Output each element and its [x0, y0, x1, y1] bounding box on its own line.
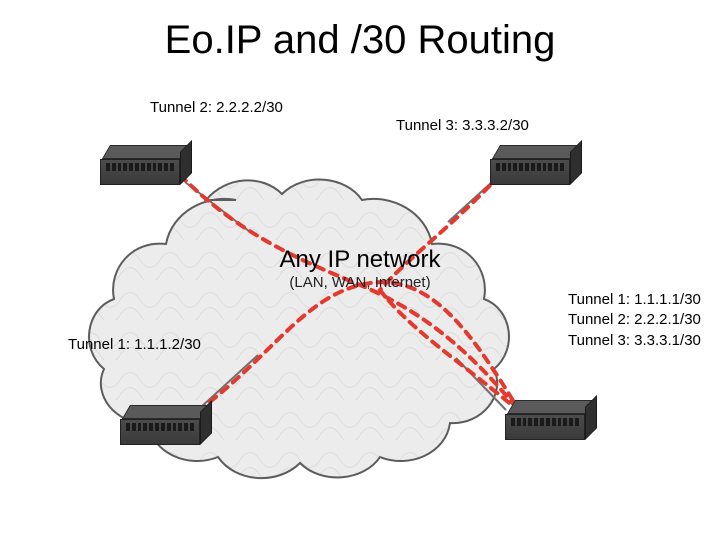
router-bottom-right [505, 400, 585, 434]
router-top-right [490, 145, 570, 179]
label-tunnel2: Tunnel 2: 2.2.2.2/30 [150, 98, 283, 118]
label-line: Tunnel 3: 3.3.3.1/30 [568, 331, 701, 351]
label-tunnel3: Tunnel 3: 3.3.3.2/30 [396, 116, 529, 136]
cloud-title: Any IP network [272, 246, 448, 274]
diagram-stage: Eo.IP and /30 Routing Any IP network (LA… [0, 0, 720, 540]
label-right-block: Tunnel 1: 1.1.1.1/30Tunnel 2: 2.2.2.1/30… [568, 290, 701, 351]
router-top-left [100, 145, 180, 179]
router-bottom-left [120, 405, 200, 439]
label-line: Tunnel 1: 1.1.1.1/30 [568, 290, 701, 310]
cloud-text: Any IP network (LAN, WAN, Internet) [272, 246, 448, 291]
label-line: Tunnel 2: 2.2.2.1/30 [568, 310, 701, 330]
cloud-subtitle: (LAN, WAN, Internet) [272, 274, 448, 291]
label-tunnel1: Tunnel 1: 1.1.1.2/30 [68, 335, 201, 355]
